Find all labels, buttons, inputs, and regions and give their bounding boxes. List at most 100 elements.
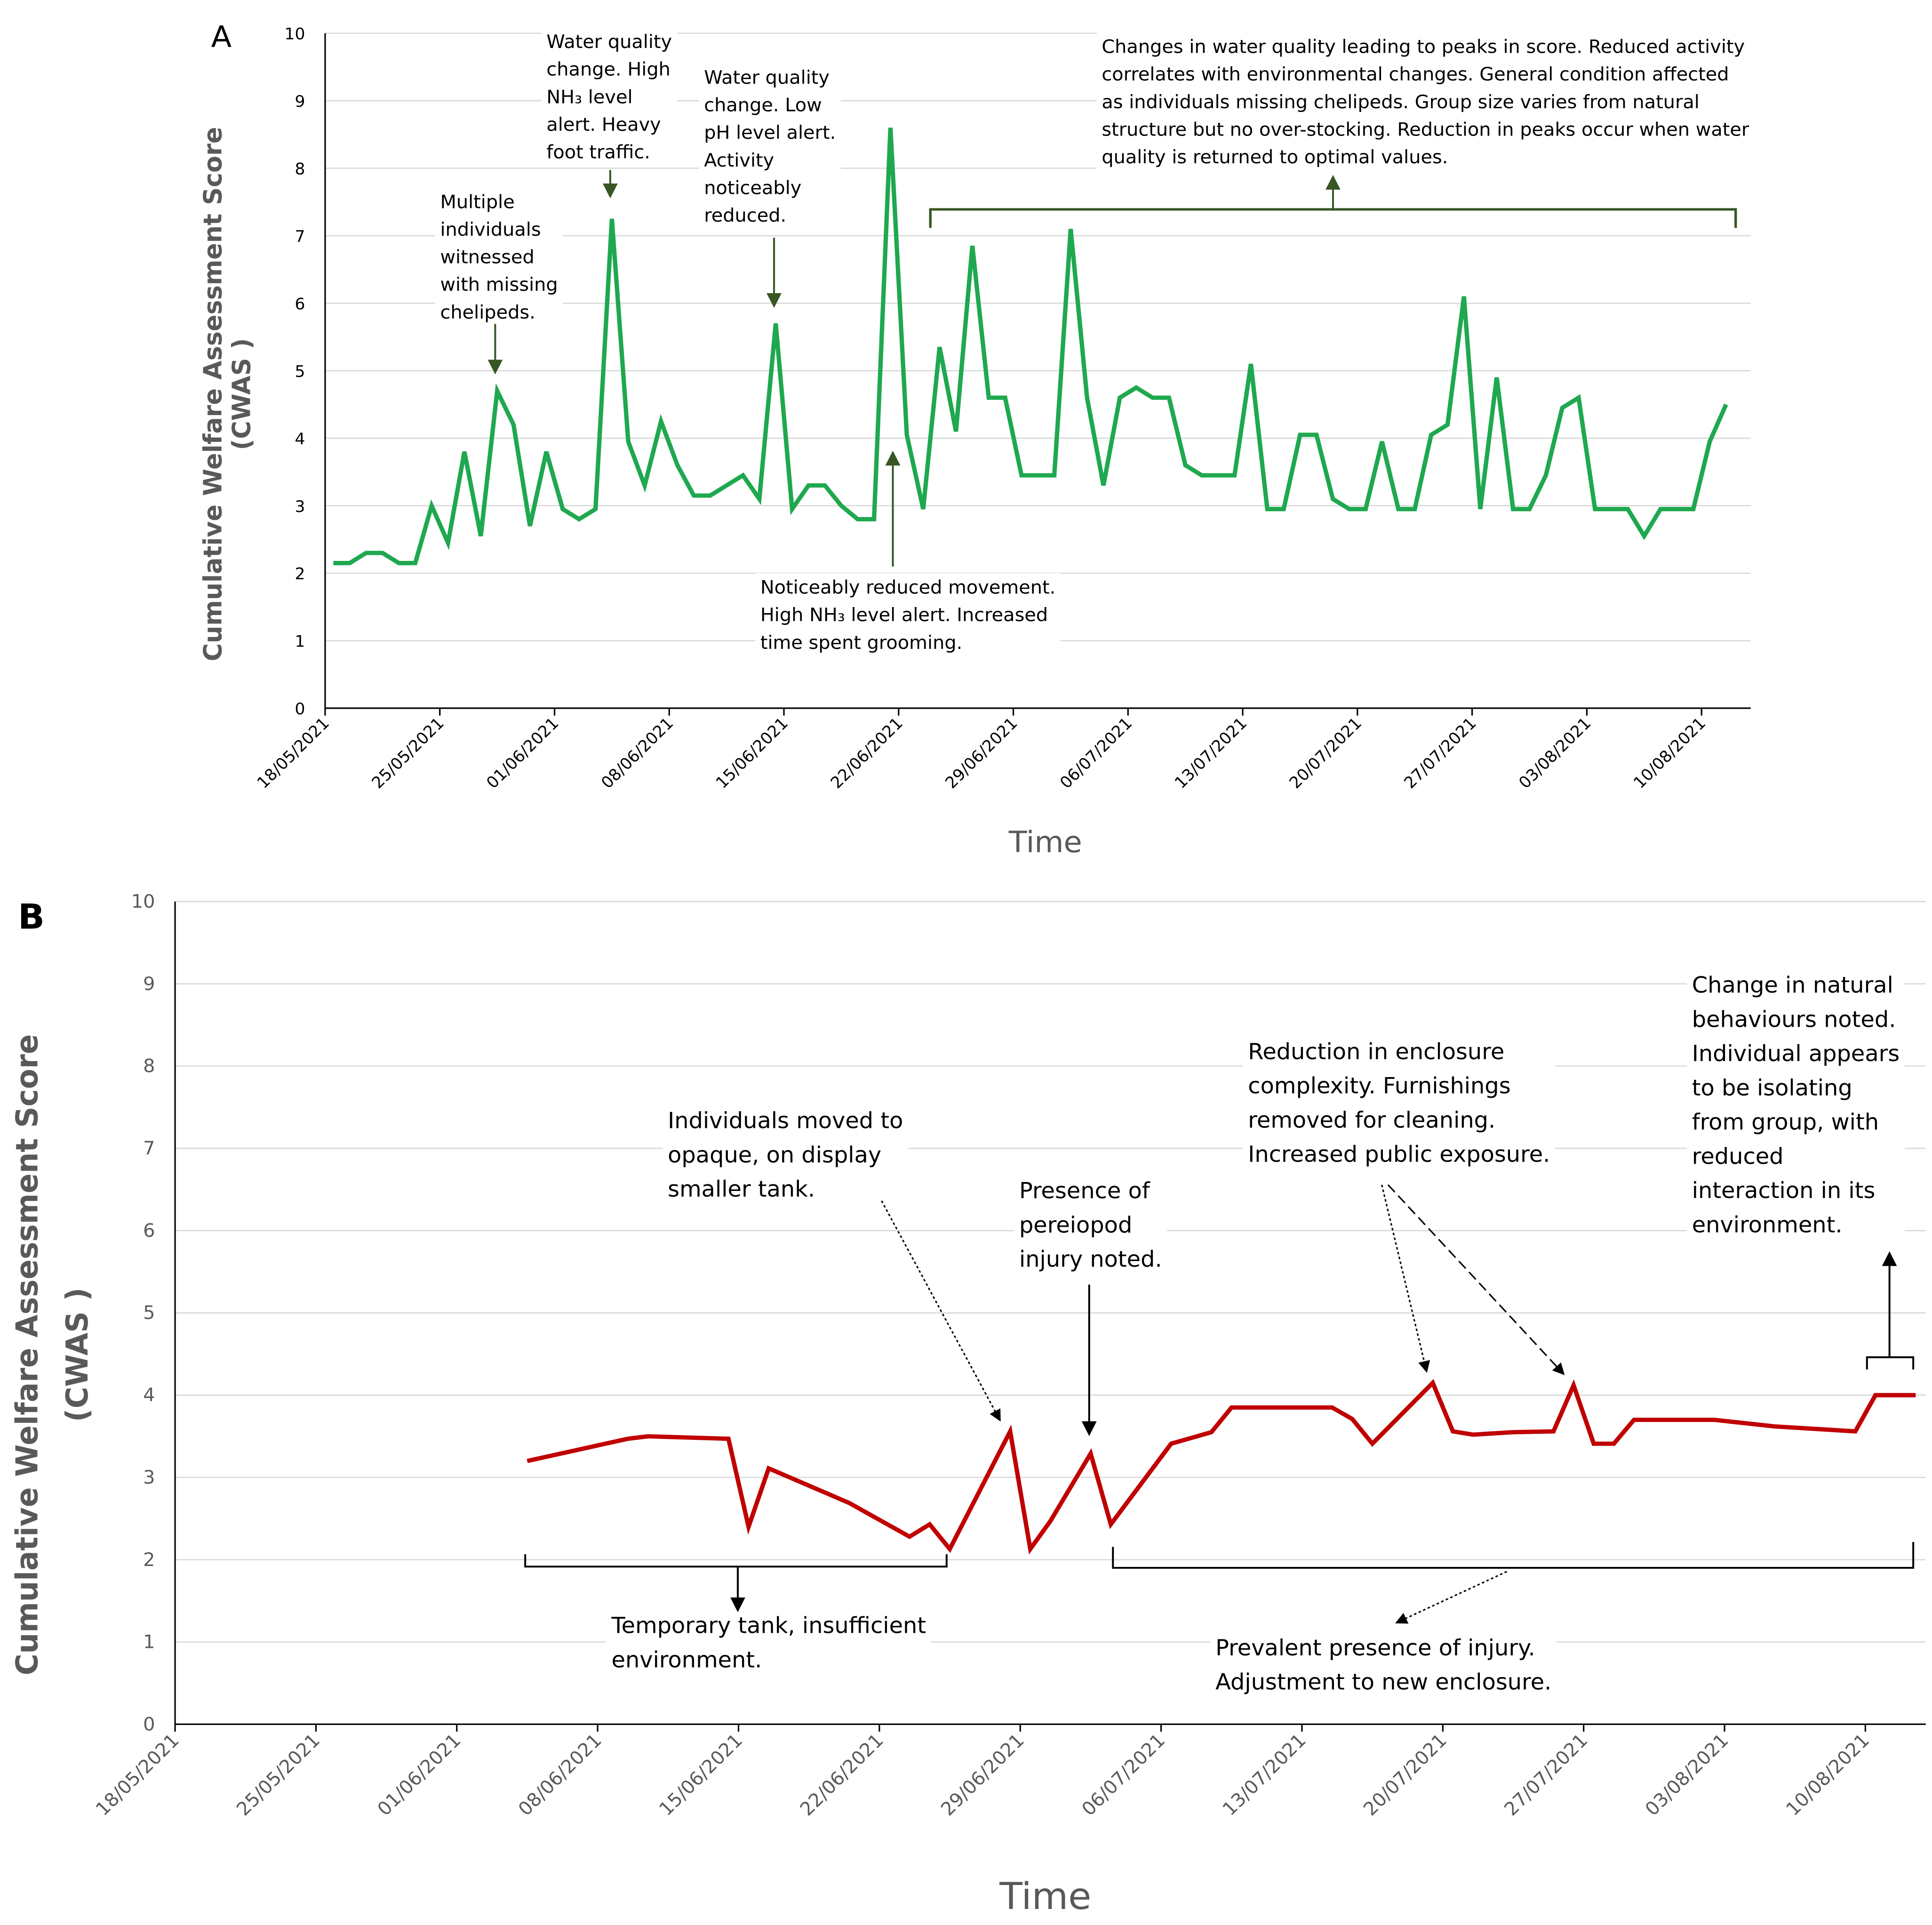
annotation-line: Adjustment to new enclosure. <box>1215 1669 1551 1695</box>
annotation: Reduction in enclosure complexity. Furnis… <box>1243 1035 1556 1172</box>
x-tick-label: 27/07/2021 <box>1400 714 1480 792</box>
x-tick-label: 01/06/2021 <box>483 714 562 792</box>
annotation-line: noticeably <box>704 177 801 199</box>
annotation-background <box>699 63 841 230</box>
annotation-line: removed for cleaning. <box>1248 1108 1495 1134</box>
annotation-line: reduced <box>1692 1144 1784 1170</box>
y-axis-title: Cumulative Welfare Assessment Score <box>9 1034 45 1676</box>
annotation-background <box>1243 1035 1556 1172</box>
annotation-line: as individuals missing chelipeds. Group … <box>1102 91 1699 113</box>
annotation-line: Reduction in enclosure <box>1248 1039 1504 1065</box>
y-axis-title: (CWAS ) <box>60 1287 95 1422</box>
annotation-line: Individuals moved to <box>668 1108 903 1134</box>
x-axis-title: Time <box>1008 825 1082 859</box>
annotation-line: behaviours noted. <box>1692 1007 1896 1033</box>
annotation-line: pH level alert. <box>704 122 836 144</box>
y-tick-label: 3 <box>295 497 305 516</box>
annotation-line: change. Low <box>704 95 822 116</box>
x-tick-label: 29/06/2021 <box>942 714 1021 792</box>
annotation-line: High NH₃ level alert. Increased <box>760 604 1048 626</box>
x-tick-label: 13/07/2021 <box>1171 714 1251 792</box>
y-tick-label: 0 <box>143 1714 155 1735</box>
y-tick-label: 8 <box>143 1055 155 1077</box>
annotation-background <box>1014 1174 1167 1277</box>
annotation: Presence of pereiopod injury noted. <box>1014 1174 1167 1277</box>
y-tick-label: 1 <box>295 632 305 651</box>
annotation: Temporary tank, insufficient environment. <box>606 1609 931 1677</box>
annotation: Changes in water quality leading to peak… <box>1096 32 1755 172</box>
y-axis-title: Cumulative Welfare Assessment Score <box>199 127 227 662</box>
x-tick-label: 22/06/2021 <box>827 714 907 792</box>
annotation-line: Prevalent presence of injury. <box>1215 1635 1535 1661</box>
y-tick-label: 3 <box>143 1467 155 1488</box>
annotation-line: change. High <box>546 59 671 80</box>
annotation-background <box>1096 32 1755 172</box>
x-tick-label: 01/06/2021 <box>373 1730 465 1820</box>
annotation-background <box>1687 969 1905 1242</box>
annotation: Multiple individuals witnessed with missing… <box>435 187 563 327</box>
annotation-line: interaction in its <box>1692 1178 1876 1204</box>
y-tick-label: 9 <box>143 973 155 995</box>
annotation-line: Change in natural <box>1692 973 1893 998</box>
annotation-line: complexity. Furnishings <box>1248 1073 1510 1099</box>
x-tick-label: 20/07/2021 <box>1286 714 1365 792</box>
y-tick-label: 5 <box>143 1302 155 1324</box>
annotation-line: structure but no over-stocking. Reductio… <box>1102 119 1749 141</box>
y-tick-label: 6 <box>143 1220 155 1242</box>
x-tick-label: 18/05/2021 <box>254 714 333 792</box>
x-tick-label: 20/07/2021 <box>1359 1730 1451 1820</box>
annotation-line: Changes in water quality leading to peak… <box>1102 36 1745 58</box>
annotation-line: Water quality <box>704 67 830 88</box>
annotation: Water quality change. Low pH level alert. A… <box>699 63 841 230</box>
x-tick-label: 06/07/2021 <box>1078 1730 1169 1820</box>
y-tick-label: 10 <box>285 25 305 44</box>
annotation-line: Multiple <box>440 192 514 213</box>
y-tick-label: 5 <box>295 362 305 381</box>
y-axis-title: (CWAS ) <box>227 338 256 450</box>
x-axis-title: Time <box>999 1875 1091 1918</box>
y-tick-label: 4 <box>295 430 305 449</box>
annotation: Prevalent presence of injury. Adjustment … <box>1210 1631 1557 1699</box>
y-tick-label: 8 <box>295 160 305 179</box>
y-tick-label: 7 <box>295 227 305 246</box>
annotation-line: Activity <box>704 150 774 171</box>
x-tick-label: 08/06/2021 <box>598 714 677 792</box>
y-tick-label: 9 <box>295 92 305 111</box>
x-tick-label: 10/08/2021 <box>1630 714 1709 792</box>
annotation-line: Temporary tank, insufficient <box>611 1613 926 1639</box>
y-tick-label: 6 <box>295 295 305 314</box>
x-tick-label: 27/07/2021 <box>1500 1730 1592 1820</box>
annotation-line: with missing <box>440 274 558 296</box>
annotation-line: reduced. <box>704 205 786 226</box>
annotation-line: chelipeds. <box>440 302 535 323</box>
annotation: Noticeably reduced movement. High NH₃ lev… <box>755 573 1061 657</box>
data-line <box>527 1379 1916 1555</box>
annotation-background <box>755 573 1061 657</box>
annotation-line: from group, with <box>1692 1110 1879 1135</box>
y-tick-label: 10 <box>131 891 155 912</box>
x-tick-label: 22/06/2021 <box>796 1730 887 1820</box>
annotation-line: to be isolating <box>1692 1075 1852 1101</box>
annotation-line: Water quality <box>546 31 672 53</box>
x-tick-label: 15/06/2021 <box>712 714 792 792</box>
annotation-line: Increased public exposure. <box>1248 1142 1550 1168</box>
x-tick-label: 06/07/2021 <box>1056 714 1136 792</box>
x-tick-label: 10/08/2021 <box>1782 1730 1874 1820</box>
annotation-background <box>606 1609 931 1677</box>
annotation-line: opaque, on display <box>668 1142 881 1168</box>
annotation-line: Individual appears <box>1692 1041 1900 1067</box>
annotation: Water quality change. High NH₃ level alert.… <box>541 27 677 167</box>
panel-label: A <box>211 19 232 54</box>
annotation-background <box>541 27 677 167</box>
annotation: Change in natural behaviours noted. Indivi… <box>1687 969 1905 1242</box>
x-tick-label: 18/05/2021 <box>92 1730 184 1820</box>
y-tick-label: 0 <box>295 700 305 719</box>
annotation-line: alert. Heavy <box>546 114 661 136</box>
annotation-line: time spent grooming. <box>760 632 962 654</box>
x-tick-label: 03/08/2021 <box>1515 714 1595 792</box>
y-tick-label: 2 <box>295 565 305 583</box>
x-tick-label: 29/06/2021 <box>937 1730 1029 1820</box>
annotation-line: environment. <box>1692 1212 1843 1238</box>
annotation-line: individuals <box>440 219 541 240</box>
